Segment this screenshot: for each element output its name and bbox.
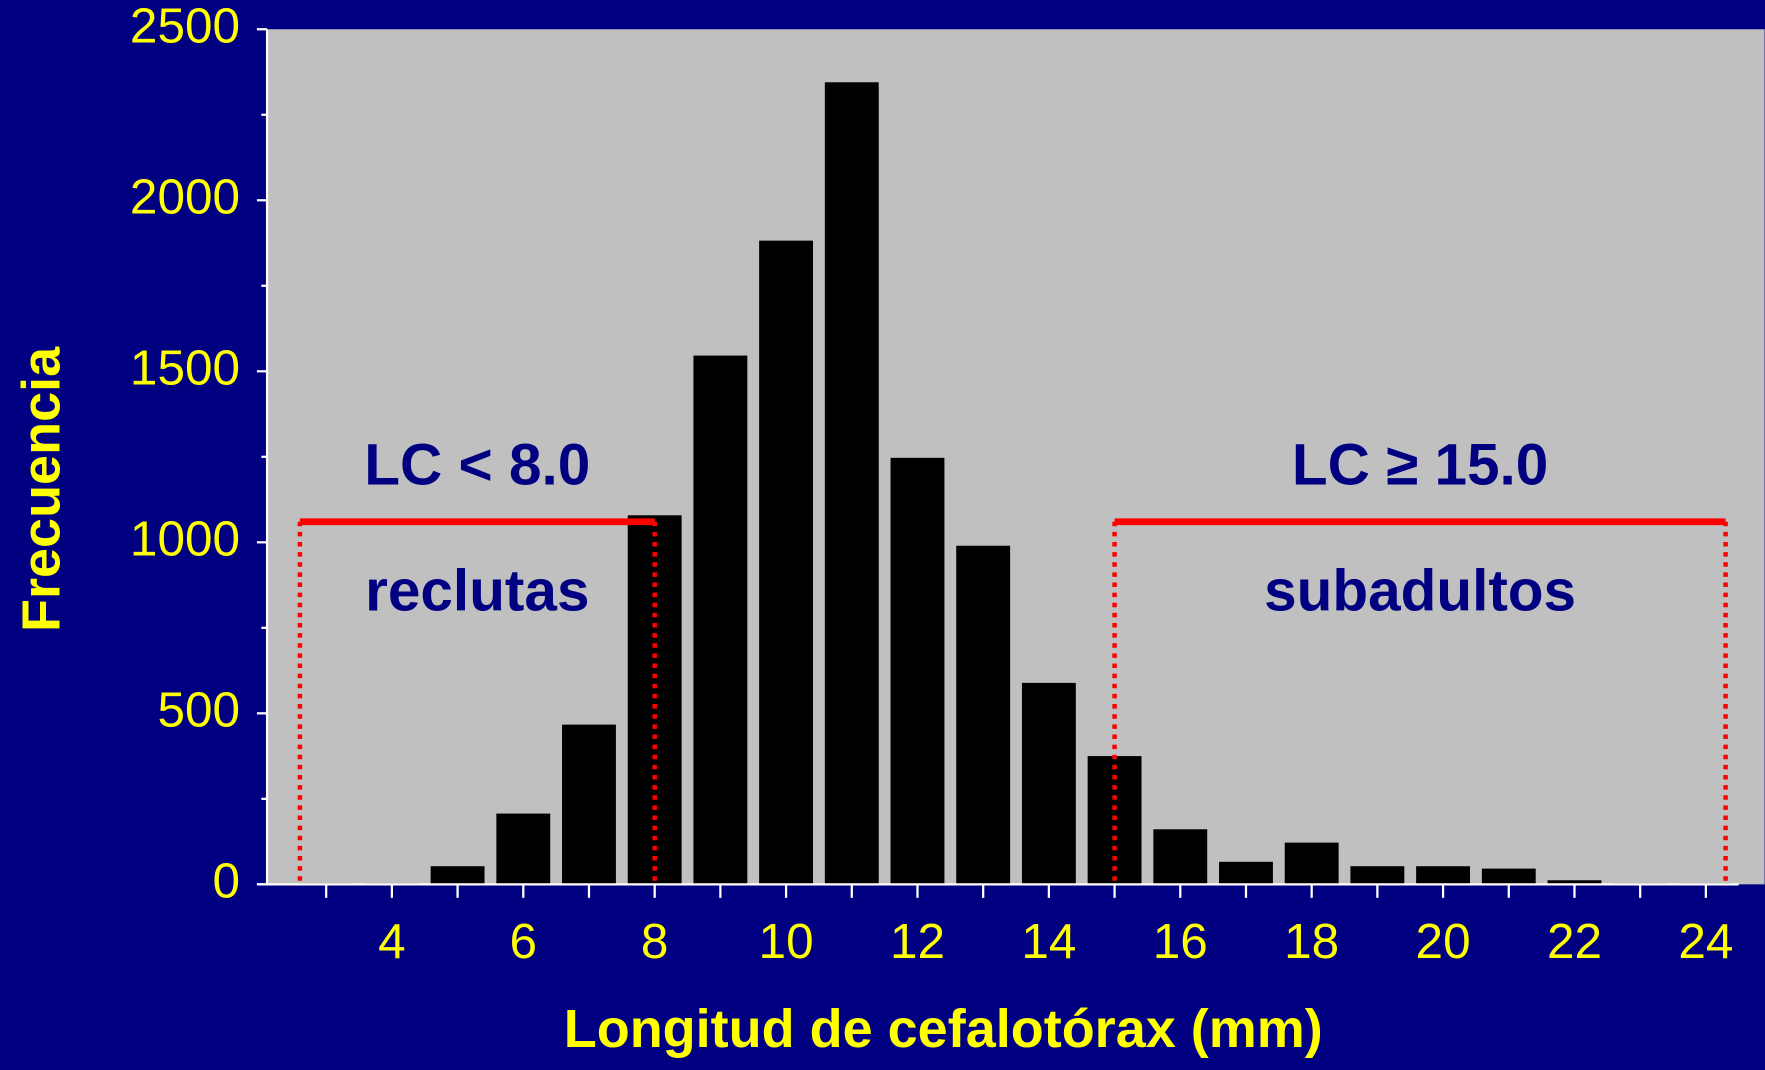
y-tick-label: 0: [213, 853, 241, 908]
bar: [956, 545, 1011, 885]
bar: [496, 813, 551, 885]
range-sublabel: subadultos: [1264, 558, 1576, 623]
range-label: LC < 8.0: [364, 432, 590, 497]
y-tick-label: 1000: [130, 511, 240, 566]
x-tick-label: 22: [1547, 914, 1602, 969]
x-tick-label: 20: [1416, 914, 1471, 969]
bar: [1153, 829, 1208, 885]
range-sublabel: reclutas: [365, 558, 589, 623]
bar: [1350, 866, 1405, 885]
y-tick-label: 500: [157, 682, 240, 737]
y-tick-label: 1500: [130, 340, 240, 395]
bar: [890, 457, 945, 885]
x-tick-label: 8: [641, 914, 669, 969]
x-axis-title: Longitud de cefalotórax (mm): [564, 999, 1323, 1059]
x-tick-label: 14: [1021, 914, 1076, 969]
bar: [1284, 842, 1339, 885]
plot-area: [267, 29, 1765, 885]
bar: [1219, 861, 1273, 885]
x-tick-label: 10: [759, 914, 814, 969]
range-label: LC ≥ 15.0: [1292, 432, 1548, 497]
x-tick-label: 12: [890, 914, 945, 969]
bar: [1481, 868, 1536, 885]
bar: [1416, 866, 1471, 885]
bar: [1021, 682, 1076, 885]
bar: [1547, 880, 1602, 885]
bar: [430, 866, 485, 885]
y-tick-label: 2500: [130, 0, 240, 53]
x-tick-label: 16: [1153, 914, 1208, 969]
x-tick-label: 18: [1284, 914, 1339, 969]
x-tick-label: 4: [378, 914, 406, 969]
y-tick-label: 2000: [130, 169, 240, 224]
bar: [693, 355, 748, 885]
bar: [562, 724, 616, 885]
bar: [759, 240, 814, 885]
y-axis-title: Frecuencia: [12, 346, 72, 632]
x-tick-label: 24: [1678, 914, 1733, 969]
bar: [824, 82, 879, 885]
x-tick-label: 6: [510, 914, 538, 969]
